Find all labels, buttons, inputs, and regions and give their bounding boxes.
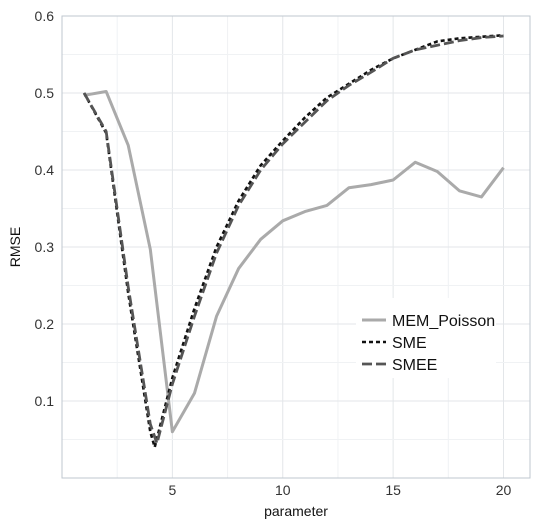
y-tick-label: 0.6	[35, 8, 55, 24]
plot-panel-border	[61, 15, 531, 479]
x-tick-label: 15	[385, 482, 401, 498]
series-line-sme	[82, 33, 504, 449]
legend: MEM_Poisson SME SMEE	[356, 298, 496, 378]
y-axis-title: RMSE	[7, 227, 23, 267]
legend-label: SMEE	[392, 357, 437, 374]
x-axis-ticks: 5 10 15 20	[168, 482, 511, 498]
y-tick-label: 0.4	[35, 162, 55, 178]
y-tick-label: 0.3	[35, 239, 55, 255]
x-tick-label: 20	[496, 482, 512, 498]
y-tick-label: 0.2	[35, 316, 55, 332]
y-tick-label: 0.1	[35, 393, 55, 409]
legend-items: MEM_Poisson SME SMEE	[362, 313, 495, 374]
grid	[62, 15, 530, 478]
series-lines	[82, 33, 505, 449]
y-axis-ticks: 0.1 0.2 0.3 0.4 0.5 0.6	[35, 8, 55, 409]
legend-label: SME	[392, 335, 427, 352]
y-tick-label: 0.5	[35, 85, 55, 101]
series-line-smee	[82, 34, 504, 445]
x-tick-label: 5	[168, 482, 176, 498]
legend-label: MEM_Poisson	[392, 313, 495, 330]
series-line-mem-poisson	[83, 89, 505, 434]
x-tick-label: 10	[275, 482, 291, 498]
x-axis-title: parameter	[264, 503, 328, 519]
